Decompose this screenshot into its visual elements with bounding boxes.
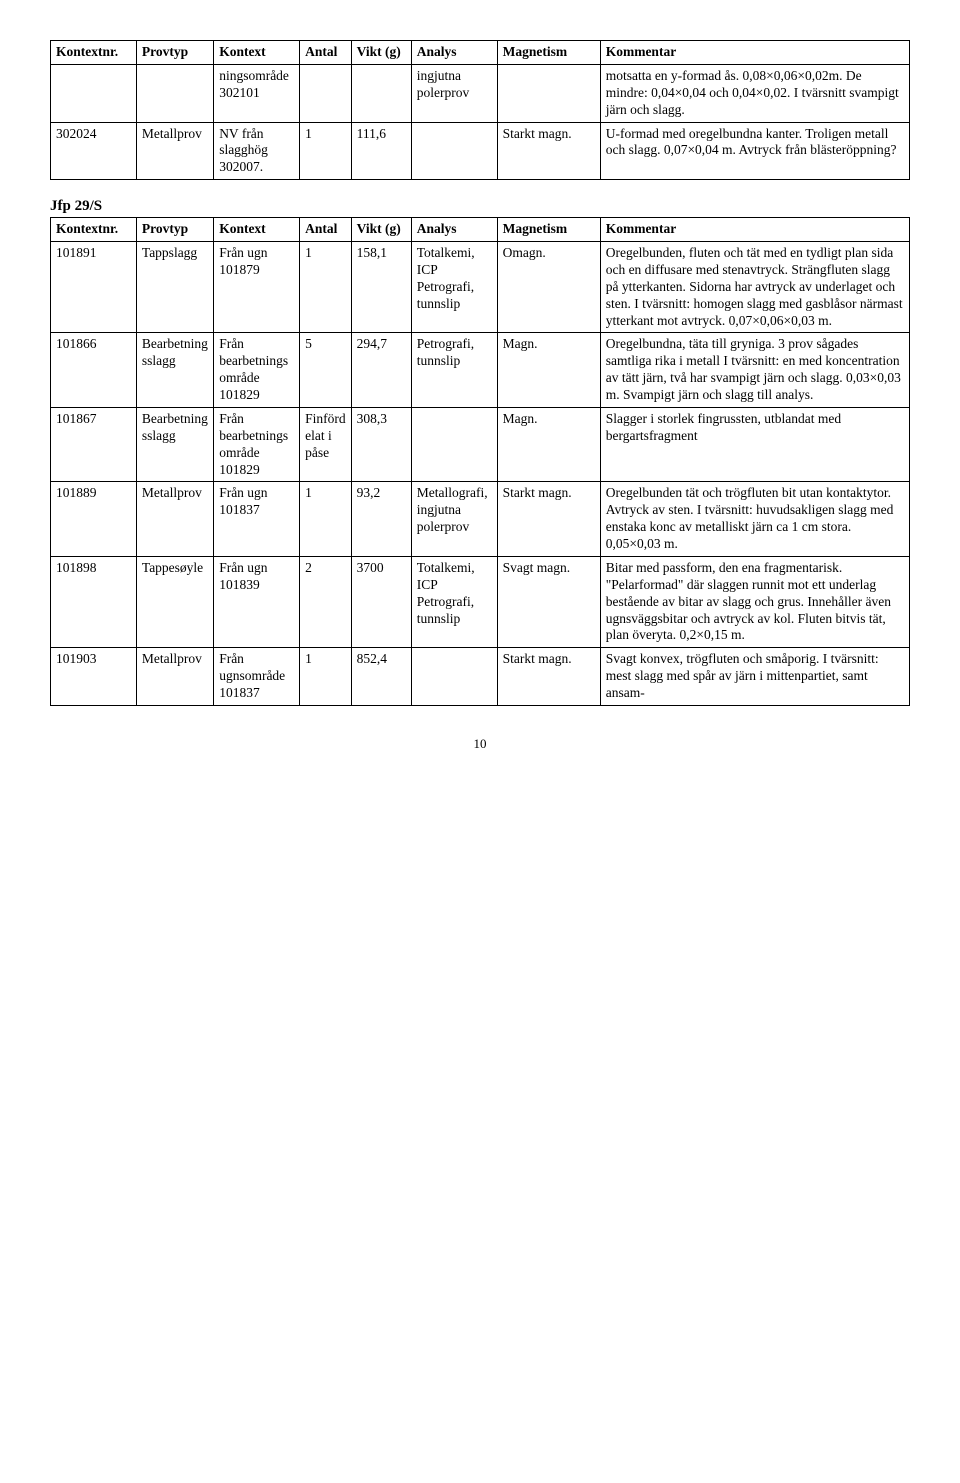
table-cell: Magn. — [497, 333, 600, 408]
table-cell: Svagt konvex, trögfluten och småporig. I… — [600, 648, 909, 706]
col-header: Provtyp — [136, 41, 213, 65]
table-cell: 93,2 — [351, 482, 411, 557]
table-cell: 3700 — [351, 556, 411, 647]
table-cell: Metallprov — [136, 482, 213, 557]
table-cell: Starkt magn. — [497, 122, 600, 180]
section-title-jfp: Jfp 29/S — [50, 198, 910, 215]
table-cell: Metallprov — [136, 648, 213, 706]
table-cell: 2 — [300, 556, 352, 647]
table-cell — [411, 122, 497, 180]
table-cell — [51, 64, 137, 122]
col-header: Kontext — [214, 218, 300, 242]
table-cell: Bearbetningsslagg — [136, 407, 213, 482]
table-cell: ningsområde 302101 — [214, 64, 300, 122]
table-cell — [497, 64, 600, 122]
table-cell: Metallografi, ingjutna polerprov — [411, 482, 497, 557]
col-header: Vikt (g) — [351, 41, 411, 65]
col-header: Analys — [411, 218, 497, 242]
table-cell: 1 — [300, 242, 352, 333]
table-cell: 302024 — [51, 122, 137, 180]
table-cell: Starkt magn. — [497, 648, 600, 706]
table-cell — [351, 64, 411, 122]
table-cell — [411, 407, 497, 482]
table-cell: Från ugn 101837 — [214, 482, 300, 557]
table-cell: Slagger i storlek fingrussten, utblandat… — [600, 407, 909, 482]
table-cell: Bearbetningsslagg — [136, 333, 213, 408]
table-cell — [411, 648, 497, 706]
table-1: Kontextnr. Provtyp Kontext Antal Vikt (g… — [50, 40, 910, 180]
table-cell: Från bearbetningsområde 101829 — [214, 333, 300, 408]
table-2: Kontextnr. Provtyp Kontext Antal Vikt (g… — [50, 217, 910, 706]
table-header-row: Kontextnr. Provtyp Kontext Antal Vikt (g… — [51, 41, 910, 65]
table-cell: Totalkemi, ICP Petrografi, tunnslip — [411, 556, 497, 647]
table-row: 302024MetallprovNV från slagghög 302007.… — [51, 122, 910, 180]
table-cell: 1 — [300, 482, 352, 557]
table-cell: Från ugn 101839 — [214, 556, 300, 647]
col-header: Magnetism — [497, 41, 600, 65]
table-cell: Starkt magn. — [497, 482, 600, 557]
table-cell: 294,7 — [351, 333, 411, 408]
col-header: Kontextnr. — [51, 41, 137, 65]
table-cell: Från bearbetningsområde 101829 — [214, 407, 300, 482]
col-header: Analys — [411, 41, 497, 65]
table-cell: Metallprov — [136, 122, 213, 180]
table-cell: 101891 — [51, 242, 137, 333]
table-row: 101867BearbetningsslaggFrån bearbetnings… — [51, 407, 910, 482]
table-cell: Finfördelat i påse — [300, 407, 352, 482]
table-cell: 1 — [300, 122, 352, 180]
col-header: Provtyp — [136, 218, 213, 242]
table-cell: 101866 — [51, 333, 137, 408]
table-cell — [136, 64, 213, 122]
table-cell: Oregelbunden tät och trögfluten bit utan… — [600, 482, 909, 557]
table-cell: Svagt magn. — [497, 556, 600, 647]
table-cell: Tappesøyle — [136, 556, 213, 647]
table-row: ningsområde 302101 ingjutna polerprov mots… — [51, 64, 910, 122]
table-cell: 101903 — [51, 648, 137, 706]
table-row: 101889MetallprovFrån ugn 101837193,2Meta… — [51, 482, 910, 557]
table-cell: 1 — [300, 648, 352, 706]
table-cell: 101898 — [51, 556, 137, 647]
table-cell: Från ugnsområde 101837 — [214, 648, 300, 706]
table-row: 101891TappslaggFrån ugn 1018791158,1Tota… — [51, 242, 910, 333]
col-header: Kommentar — [600, 41, 909, 65]
col-header: Antal — [300, 218, 352, 242]
table-cell: Magn. — [497, 407, 600, 482]
table-cell: Från ugn 101879 — [214, 242, 300, 333]
col-header: Kontext — [214, 41, 300, 65]
table-cell: 111,6 — [351, 122, 411, 180]
table-header-row: Kontextnr. Provtyp Kontext Antal Vikt (g… — [51, 218, 910, 242]
table-cell: 308,3 — [351, 407, 411, 482]
page-number: 10 — [50, 736, 910, 752]
table-cell: motsatta en y-formad ås. 0,08×0,06×0,02m… — [600, 64, 909, 122]
col-header: Kontextnr. — [51, 218, 137, 242]
table-cell: Oregelbunden, fluten och tät med en tydl… — [600, 242, 909, 333]
col-header: Vikt (g) — [351, 218, 411, 242]
col-header: Antal — [300, 41, 352, 65]
table-cell: Tappslagg — [136, 242, 213, 333]
table-cell: Bitar med passform, den ena fragmentaris… — [600, 556, 909, 647]
table-cell: 852,4 — [351, 648, 411, 706]
table-cell: 101889 — [51, 482, 137, 557]
table-cell: Oregelbundna, täta till gryniga. 3 prov … — [600, 333, 909, 408]
table-row: 101866BearbetningsslaggFrån bearbetnings… — [51, 333, 910, 408]
table-cell: U-formad med oregelbundna kanter. Trolig… — [600, 122, 909, 180]
table-cell: NV från slagghög 302007. — [214, 122, 300, 180]
table-cell: Totalkemi, ICP Petrografi, tunnslip — [411, 242, 497, 333]
table-cell: 158,1 — [351, 242, 411, 333]
table-row: 101898TappesøyleFrån ugn 10183923700Tota… — [51, 556, 910, 647]
col-header: Kommentar — [600, 218, 909, 242]
table-cell: ingjutna polerprov — [411, 64, 497, 122]
table-row: 101903MetallprovFrån ugnsområde 10183718… — [51, 648, 910, 706]
table-cell — [300, 64, 352, 122]
table-cell: 5 — [300, 333, 352, 408]
table-cell: Omagn. — [497, 242, 600, 333]
table-cell: 101867 — [51, 407, 137, 482]
table-cell: Petrografi, tunnslip — [411, 333, 497, 408]
col-header: Magnetism — [497, 218, 600, 242]
